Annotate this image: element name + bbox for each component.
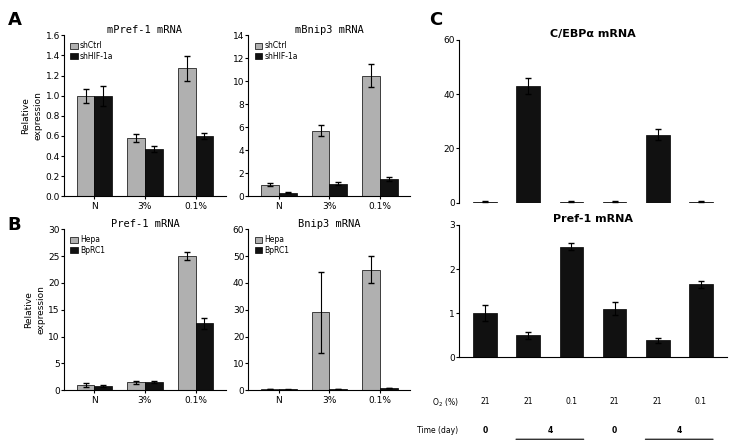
Bar — [474, 313, 497, 357]
Bar — [178, 256, 196, 390]
Bar — [145, 149, 163, 196]
Bar — [330, 389, 347, 390]
Bar — [178, 68, 196, 196]
Legend: shCtrl, shHIF-1a: shCtrl, shHIF-1a — [252, 39, 300, 63]
Bar — [646, 340, 669, 357]
Bar — [94, 386, 112, 390]
Bar — [602, 202, 626, 203]
Bar — [196, 323, 213, 390]
Text: A: A — [8, 11, 21, 29]
Bar — [559, 202, 584, 203]
Bar — [145, 382, 163, 390]
Text: 21: 21 — [610, 397, 619, 406]
Bar — [380, 388, 398, 390]
Bar — [261, 185, 279, 196]
Bar — [312, 131, 329, 196]
Bar — [689, 202, 712, 203]
Text: C: C — [429, 11, 443, 29]
Bar — [77, 96, 94, 196]
Bar — [279, 389, 297, 390]
Bar — [312, 313, 329, 390]
Text: 21: 21 — [480, 397, 490, 406]
Bar — [380, 179, 398, 196]
Bar — [517, 335, 540, 357]
Legend: Hepa, BpRC1: Hepa, BpRC1 — [68, 233, 108, 257]
Bar — [77, 385, 94, 390]
Title: mBnip3 mRNA: mBnip3 mRNA — [295, 25, 364, 34]
Bar — [362, 269, 380, 390]
Bar — [127, 138, 145, 196]
Text: B: B — [8, 216, 21, 234]
Bar — [94, 96, 112, 196]
Text: 21: 21 — [653, 397, 663, 406]
Text: 0: 0 — [612, 426, 617, 435]
Title: Bnip3 mRNA: Bnip3 mRNA — [298, 219, 361, 228]
Title: Pref-1 mRNA: Pref-1 mRNA — [553, 214, 633, 224]
Bar — [689, 284, 712, 357]
Bar — [196, 136, 213, 196]
Bar — [474, 202, 497, 203]
Bar — [559, 247, 584, 357]
Bar — [279, 193, 297, 196]
Text: 0: 0 — [483, 426, 488, 435]
Title: mPref-1 mRNA: mPref-1 mRNA — [108, 25, 182, 34]
Text: 21: 21 — [523, 397, 533, 406]
Bar — [261, 389, 279, 390]
Bar — [362, 75, 380, 196]
Title: Pref-1 mRNA: Pref-1 mRNA — [111, 219, 179, 228]
Bar — [646, 135, 669, 203]
Text: 4: 4 — [547, 426, 553, 435]
Text: 4: 4 — [677, 426, 682, 435]
Y-axis label: Relative
expression: Relative expression — [21, 91, 43, 140]
Bar — [330, 183, 347, 196]
Legend: Hepa, BpRC1: Hepa, BpRC1 — [252, 233, 292, 257]
Text: O$_2$ (%): O$_2$ (%) — [431, 397, 459, 409]
Text: 0.1: 0.1 — [566, 397, 578, 406]
Y-axis label: Relative
expression: Relative expression — [24, 285, 46, 334]
Text: Time (day): Time (day) — [417, 426, 459, 435]
Legend: shCtrl, shHIF-1a: shCtrl, shHIF-1a — [68, 39, 116, 63]
Bar — [517, 86, 540, 203]
Text: 0.1: 0.1 — [695, 397, 707, 406]
Bar — [127, 382, 145, 390]
Title: C/EBPα mRNA: C/EBPα mRNA — [550, 29, 636, 39]
Bar — [602, 309, 626, 357]
